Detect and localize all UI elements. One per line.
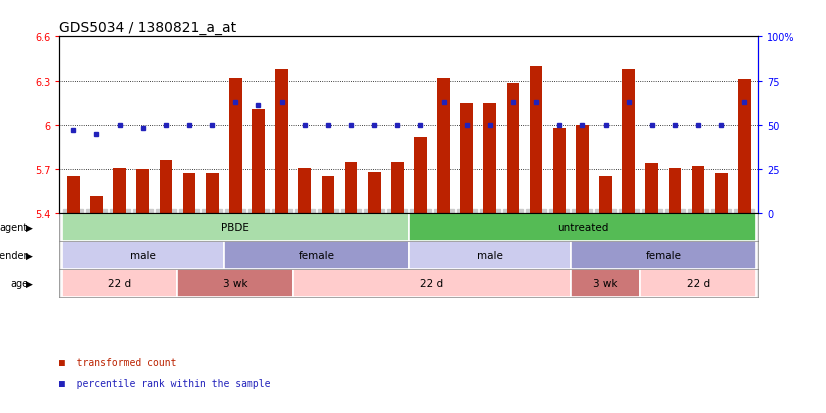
Text: ▶: ▶ (26, 251, 33, 260)
Bar (344, 162, 358, 214)
Text: 22 d: 22 d (108, 278, 131, 288)
Text: 22 d: 22 d (420, 278, 444, 288)
Bar (90, 196, 103, 214)
Bar (691, 167, 705, 214)
Bar (62, 270, 178, 297)
Bar (576, 126, 589, 214)
Text: 3 wk: 3 wk (593, 278, 618, 288)
Bar (571, 270, 640, 297)
Bar (645, 164, 658, 214)
Text: GDS5034 / 1380821_a_at: GDS5034 / 1380821_a_at (59, 21, 236, 35)
Y-axis label: age: age (10, 278, 28, 288)
Bar (714, 174, 728, 214)
Bar (622, 69, 635, 214)
Text: male: male (130, 251, 156, 261)
Bar (321, 177, 335, 214)
Bar (62, 214, 409, 242)
Bar (437, 78, 450, 214)
Bar (206, 174, 219, 214)
Bar (67, 177, 80, 214)
Bar (62, 242, 224, 270)
Bar (224, 242, 409, 270)
Text: untreated: untreated (557, 223, 608, 233)
Text: female: female (298, 251, 335, 261)
Text: ■  transformed count: ■ transformed count (59, 357, 177, 367)
Text: ▶: ▶ (26, 223, 33, 232)
Bar (368, 173, 381, 214)
Text: female: female (645, 251, 681, 261)
Bar (391, 162, 404, 214)
Bar (640, 270, 756, 297)
Bar (738, 80, 751, 214)
Text: ■  percentile rank within the sample: ■ percentile rank within the sample (59, 378, 271, 388)
Text: 22 d: 22 d (686, 278, 710, 288)
Bar (414, 137, 427, 214)
Bar (252, 109, 265, 214)
Bar (571, 242, 756, 270)
Bar (668, 168, 681, 214)
Bar (298, 168, 311, 214)
Bar (159, 161, 173, 214)
Text: male: male (477, 251, 503, 261)
Bar (183, 174, 196, 214)
Bar (178, 270, 293, 297)
Bar (293, 270, 571, 297)
Bar (409, 242, 571, 270)
Text: 3 wk: 3 wk (223, 278, 248, 288)
Bar (229, 78, 242, 214)
Bar (529, 66, 543, 214)
Bar (113, 168, 126, 214)
Text: PBDE: PBDE (221, 223, 249, 233)
Bar (136, 170, 150, 214)
Bar (506, 84, 520, 214)
Text: ▶: ▶ (26, 279, 33, 288)
Y-axis label: gender: gender (0, 251, 28, 261)
Bar (275, 69, 288, 214)
Bar (460, 103, 473, 214)
Bar (553, 128, 566, 214)
Bar (599, 177, 612, 214)
Y-axis label: agent: agent (0, 223, 28, 233)
Bar (483, 103, 496, 214)
Bar (409, 214, 756, 242)
